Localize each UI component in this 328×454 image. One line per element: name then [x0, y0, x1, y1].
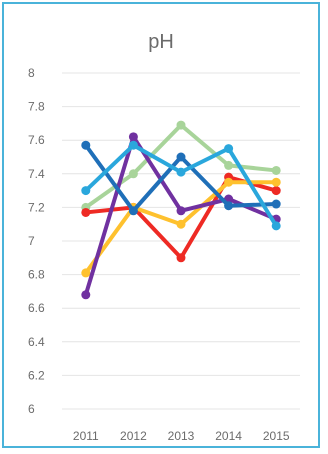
x-tick-label: 2013 — [168, 429, 195, 443]
gridlines — [62, 72, 300, 410]
x-axis-ticks: 2011 2012 2013 2014 2015 — [73, 429, 290, 443]
y-tick-label: 6.4 — [28, 335, 45, 349]
data-point — [176, 219, 186, 229]
data-point — [128, 140, 138, 150]
data-point — [81, 186, 91, 196]
y-tick-label: 6 — [28, 402, 35, 416]
series-5 — [81, 140, 281, 216]
y-tick-label: 7.2 — [28, 200, 45, 214]
x-tick-label: 2012 — [120, 429, 147, 443]
data-point — [176, 120, 186, 130]
x-tick-label: 2014 — [215, 429, 242, 443]
x-tick-label: 2011 — [73, 429, 99, 443]
y-tick-label: 7 — [28, 234, 35, 248]
data-point — [81, 140, 91, 150]
y-tick-label: 6.6 — [28, 301, 45, 315]
data-point — [271, 186, 281, 196]
series-lines — [81, 120, 281, 300]
data-point — [176, 152, 186, 162]
data-point — [224, 201, 234, 211]
data-point — [271, 165, 281, 175]
y-tick-label: 6.2 — [28, 368, 45, 382]
data-point — [128, 132, 138, 142]
data-point — [128, 206, 138, 216]
data-point — [271, 177, 281, 187]
chart-frame — [2, 2, 320, 448]
y-tick-label: 7.8 — [28, 100, 45, 114]
series-3 — [81, 177, 281, 278]
data-point — [224, 144, 234, 154]
data-point — [128, 169, 138, 179]
data-point — [81, 290, 91, 300]
y-tick-label: 7.4 — [28, 167, 45, 181]
series-6 — [81, 140, 281, 231]
data-point — [271, 199, 281, 209]
data-point — [176, 253, 186, 263]
chart-title: pH — [148, 31, 174, 53]
data-point — [224, 177, 234, 187]
data-point — [224, 160, 234, 170]
data-point — [176, 206, 186, 216]
y-axis-ticks: 6 6.2 6.4 6.6 6.8 7 7.2 7.4 7.6 7.8 8 — [28, 66, 45, 416]
y-tick-label: 6.8 — [28, 268, 45, 282]
data-point — [81, 207, 91, 217]
data-point — [176, 167, 186, 177]
data-point — [271, 221, 281, 231]
data-point — [81, 268, 91, 278]
x-tick-label: 2015 — [263, 429, 290, 443]
y-tick-label: 8 — [28, 66, 35, 80]
y-tick-label: 7.6 — [28, 133, 45, 147]
